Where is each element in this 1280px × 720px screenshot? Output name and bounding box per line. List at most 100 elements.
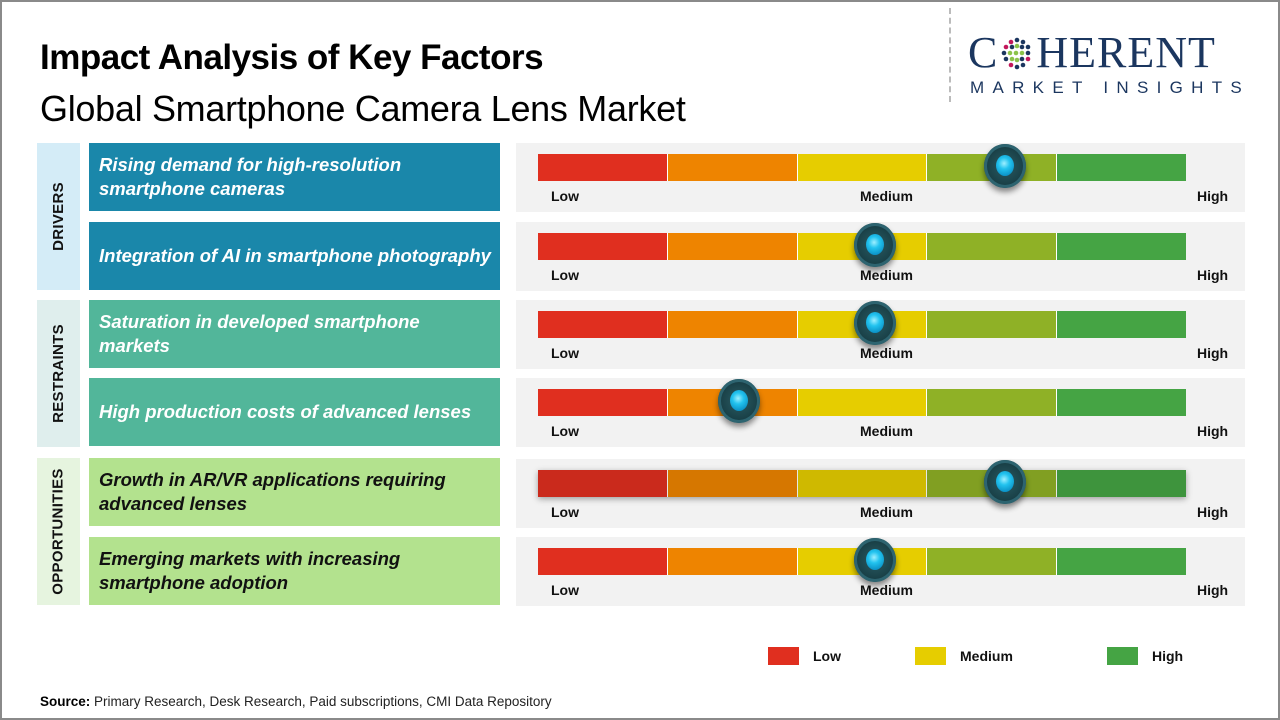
- globe-dot: [1020, 56, 1025, 62]
- scale-segment-5: [1057, 233, 1186, 260]
- factor-label: High production costs of advanced lenses: [89, 378, 500, 446]
- scale-segment-5: [1057, 389, 1186, 416]
- factor-label: Saturation in developed smartphone marke…: [89, 300, 500, 368]
- scale-label-high: High: [1197, 504, 1229, 520]
- scale-label-high: High: [1197, 582, 1229, 598]
- scale-segment-1: [538, 311, 668, 338]
- scale-label-med: Medium: [860, 423, 913, 439]
- impact-indicator-knob: [983, 144, 1026, 188]
- impact-scale-bar: [538, 548, 1186, 575]
- impact-indicator-knob: [853, 223, 896, 267]
- category-opportunities-label: OPPORTUNITIES: [50, 468, 68, 595]
- source-label: Source:: [40, 694, 91, 709]
- scale-label-low: Low: [551, 188, 579, 204]
- source-text: Primary Research, Desk Research, Paid su…: [90, 694, 552, 709]
- globe-dot: [1020, 44, 1025, 50]
- globe-dot: [1015, 57, 1020, 63]
- scale-segment-3: [797, 470, 928, 497]
- logo-letters-herent: HERENT: [1036, 28, 1216, 77]
- globe-dot: [1002, 50, 1007, 56]
- scale-label-med: Medium: [860, 188, 913, 204]
- factor-label: Growth in AR/VR applications requiring a…: [89, 458, 500, 526]
- scale-label-med: Medium: [860, 582, 913, 598]
- impact-gauge: Low Medium High: [516, 300, 1245, 369]
- impact-gauge: Low Medium High: [516, 143, 1245, 212]
- category-restraints-label: RESTRAINTS: [50, 324, 67, 423]
- globe-dot: [1004, 56, 1009, 62]
- scale-segment-4: [927, 548, 1058, 575]
- globe-dot: [1004, 44, 1009, 50]
- legend-swatch-medium: [915, 647, 946, 665]
- factor-label: Integration of AI in smartphone photogra…: [89, 222, 500, 290]
- logo-letter-c: C: [968, 28, 999, 77]
- factor-label: Emerging markets with increasing smartph…: [89, 537, 500, 605]
- scale-segment-4: [927, 389, 1058, 416]
- legend-swatch-low: [768, 647, 799, 665]
- scale-label-low: Low: [551, 582, 579, 598]
- globe-dot: [1010, 56, 1015, 62]
- impact-gauge: Low Medium High: [516, 459, 1245, 528]
- scale-segment-1: [538, 548, 668, 575]
- scale-label-low: Low: [551, 267, 579, 283]
- globe-dot: [1026, 50, 1031, 56]
- impact-indicator-knob: [853, 538, 896, 582]
- globe-dot: [1010, 44, 1015, 50]
- legend-item-low: Low: [768, 647, 841, 665]
- globe-dot: [1021, 62, 1026, 68]
- page-title: Impact Analysis of Key Factors: [40, 38, 544, 77]
- scale-segment-2: [667, 470, 798, 497]
- scale-segment-5: [1057, 548, 1186, 575]
- scale-label-low: Low: [551, 345, 579, 361]
- scale-segment-1: [538, 154, 668, 181]
- category-restraints: RESTRAINTS: [37, 300, 80, 447]
- scale-segment-2: [667, 154, 798, 181]
- scale-segment-5: [1057, 311, 1186, 338]
- page-subtitle: Global Smartphone Camera Lens Market: [40, 88, 686, 129]
- impact-indicator-knob: [853, 301, 896, 345]
- scale-segment-5: [1057, 470, 1186, 497]
- scale-segment-1: [538, 389, 668, 416]
- legend-swatch-high: [1107, 647, 1138, 665]
- impact-gauge: Low Medium High: [516, 222, 1245, 291]
- scale-label-high: High: [1197, 267, 1229, 283]
- scale-segment-2: [667, 233, 798, 260]
- scale-label-high: High: [1197, 345, 1229, 361]
- globe-dot: [1026, 44, 1031, 50]
- scale-label-high: High: [1197, 423, 1229, 439]
- impact-scale-bar: [538, 470, 1186, 497]
- scale-label-med: Medium: [860, 267, 913, 283]
- scale-segment-4: [927, 233, 1058, 260]
- globe-dots-icon: [1002, 37, 1031, 70]
- globe-dot: [1026, 56, 1031, 62]
- impact-gauge: Low Medium High: [516, 378, 1245, 447]
- legend-label-low: Low: [813, 648, 841, 664]
- scale-label-high: High: [1197, 188, 1229, 204]
- impact-scale-bar: [538, 154, 1186, 181]
- legend-label-medium: Medium: [960, 648, 1013, 664]
- scale-segment-2: [667, 548, 798, 575]
- category-drivers-label: DRIVERS: [50, 182, 67, 251]
- legend-item-high: High: [1107, 647, 1183, 665]
- logo-wordmark: C HERENT: [968, 30, 1216, 76]
- impact-scale-bar: [538, 389, 1186, 416]
- scale-label-low: Low: [551, 423, 579, 439]
- scale-segment-3: [797, 389, 928, 416]
- scale-label-low: Low: [551, 504, 579, 520]
- scale-label-med: Medium: [860, 504, 913, 520]
- impact-indicator-knob: [717, 379, 760, 423]
- globe-dot: [1015, 64, 1020, 70]
- scale-segment-1: [538, 233, 668, 260]
- legend-item-medium: Medium: [915, 647, 1013, 665]
- globe-dot: [1020, 50, 1025, 56]
- scale-segment-2: [667, 311, 798, 338]
- globe-dot: [1015, 37, 1020, 43]
- impact-indicator-knob: [983, 460, 1026, 504]
- scale-label-med: Medium: [860, 345, 913, 361]
- globe-dot: [1009, 62, 1014, 68]
- scale-segment-4: [927, 311, 1058, 338]
- scale-segment-1: [538, 470, 668, 497]
- scale-segment-5: [1057, 154, 1186, 181]
- globe-dot: [1014, 50, 1019, 56]
- globe-dot: [1008, 50, 1013, 56]
- category-opportunities: OPPORTUNITIES: [37, 458, 80, 605]
